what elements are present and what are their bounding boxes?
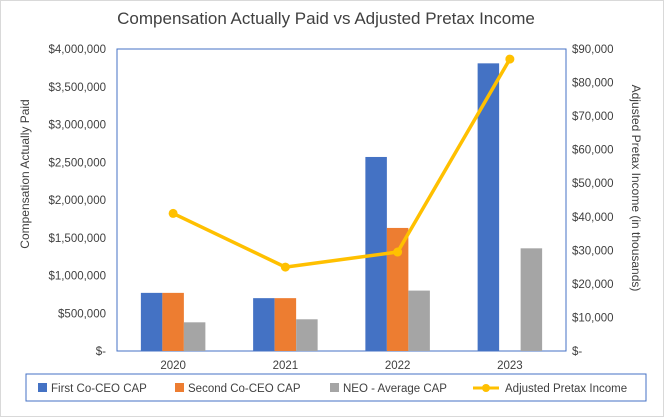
line-series-group [168,54,515,272]
bar [183,322,206,351]
right-tick-label: $- [572,346,582,358]
right-tick-label: $60,000 [572,145,614,157]
y-axis-label-right: Adjusted Pretax Income (in thousands) [629,85,643,292]
legend-swatch [38,383,47,392]
bar [274,298,297,351]
legend-label: First Co-CEO CAP [51,383,147,395]
legend: First Co-CEO CAP Second Co-CEO CAP NEO - A… [38,383,627,395]
x-tick-label: 2021 [273,360,299,372]
left-tick-label: $4,000,000 [48,44,106,56]
right-tick-label: $20,000 [572,279,614,291]
right-tick-label: $30,000 [572,245,614,257]
bar [408,290,430,351]
x-tick-label: 2023 [497,360,523,372]
left-tick-label: $2,500,000 [48,157,106,169]
left-tick-label: $500,000 [58,308,106,320]
line-point [505,54,515,64]
line-point [393,247,403,257]
bar [253,298,275,351]
right-tick-label: $10,000 [572,312,614,324]
bar [477,63,500,351]
right-tick-label: $80,000 [572,78,614,90]
x-axis-ticks: 2020 2021 2022 2023 [160,360,522,372]
legend-marker [482,384,490,392]
bars-group [140,63,543,351]
left-tick-label: $3,500,000 [48,82,106,94]
left-tick-label: $1,500,000 [48,233,106,245]
line-point [280,262,290,272]
bar [296,319,318,351]
chart-title: Compensation Actually Paid vs Adjusted P… [117,9,535,28]
bar [520,248,543,351]
bar [386,227,409,351]
left-tick-label: $2,000,000 [48,195,106,207]
right-tick-label: $40,000 [572,212,614,224]
right-axis-ticks: $- $10,000 $20,000 $30,000 $40,000 $50,000 $60… [572,44,614,358]
legend-label: NEO - Average CAP [343,383,447,395]
right-tick-label: $90,000 [572,44,614,56]
right-tick-label: $70,000 [572,111,614,123]
legend-swatch [175,383,184,392]
legend-swatch [330,383,339,392]
x-tick-label: 2022 [385,360,411,372]
legend-label: Second Co-CEO CAP [188,383,301,395]
line-point [168,208,178,218]
left-tick-label: $1,000,000 [48,271,106,283]
legend-label: Adjusted Pretax Income [505,383,627,395]
bar [140,292,163,351]
y-axis-label-left: Compensation Actually Paid [18,99,32,248]
left-tick-label: $3,000,000 [48,120,106,132]
right-tick-label: $50,000 [572,178,614,190]
x-tick-label: 2020 [160,360,186,372]
bar [162,292,184,351]
left-axis-ticks: $- $500,000 $1,000,000 $1,500,000 $2,000,000… [48,44,106,358]
plot-area-border [116,48,567,352]
line-series [172,58,512,269]
left-tick-label: $- [96,346,106,358]
